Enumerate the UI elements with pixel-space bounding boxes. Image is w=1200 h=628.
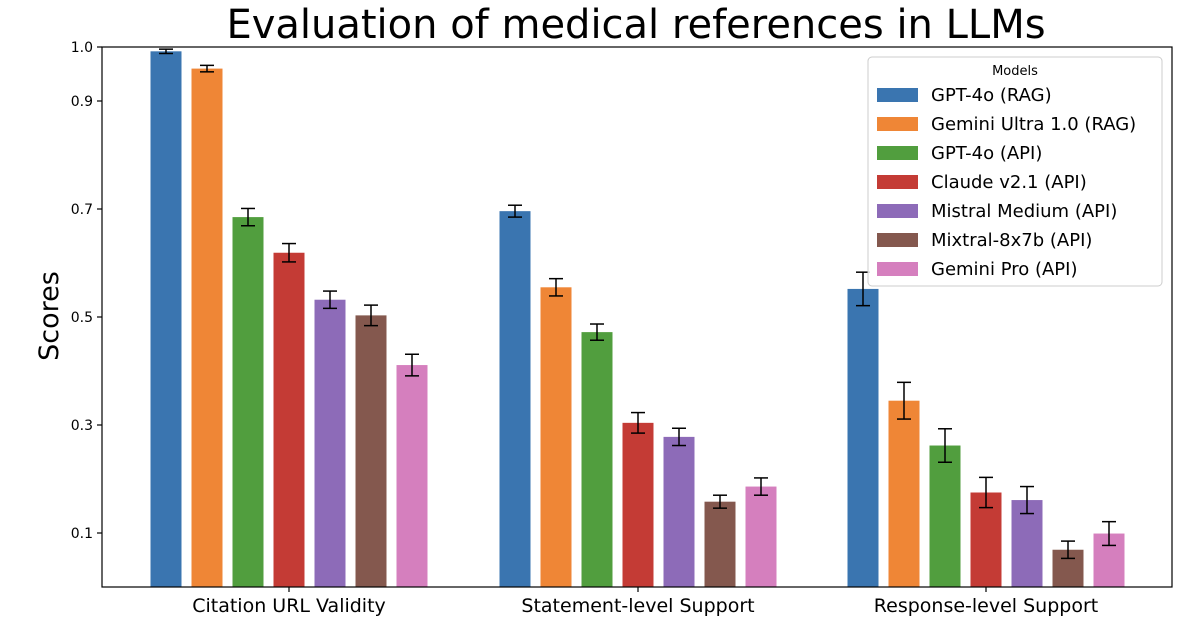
legend-swatch bbox=[877, 117, 918, 131]
legend-label: GPT-4o (RAG) bbox=[931, 85, 1052, 106]
series-2 bbox=[191, 64, 920, 588]
legend-swatch bbox=[877, 146, 918, 160]
bar bbox=[273, 252, 305, 588]
bar bbox=[663, 436, 695, 587]
bar bbox=[191, 68, 223, 588]
series-7 bbox=[396, 353, 1125, 587]
legend-label: Claude v2.1 (API) bbox=[931, 172, 1087, 193]
bar bbox=[355, 315, 387, 587]
legend-item: Claude v2.1 (API) bbox=[877, 172, 1087, 193]
bar bbox=[232, 217, 264, 587]
legend-swatch bbox=[877, 233, 918, 247]
legend-item: GPT-4o (RAG) bbox=[877, 85, 1052, 106]
legend-label: Gemini Pro (API) bbox=[931, 259, 1078, 280]
y-tick-label: 0.9 bbox=[71, 94, 93, 110]
chart-title: Evaluation of medical references in LLMs bbox=[226, 2, 1045, 48]
legend-swatch bbox=[877, 204, 918, 218]
x-category-label: Response-level Support bbox=[874, 595, 1098, 617]
y-axis-ticks: 0.1 0.3 0.5 0.7 0.9 1.0 bbox=[71, 40, 102, 542]
bar bbox=[1011, 500, 1043, 587]
bar bbox=[581, 332, 613, 587]
y-tick-label: 0.1 bbox=[71, 526, 93, 542]
legend-box bbox=[867, 56, 1163, 287]
bar bbox=[847, 288, 879, 587]
series-3 bbox=[232, 207, 961, 587]
y-tick-label: 0.5 bbox=[71, 310, 93, 326]
bar bbox=[888, 400, 920, 587]
bar bbox=[314, 299, 346, 587]
bar bbox=[150, 51, 182, 587]
legend-title: Models bbox=[992, 64, 1038, 79]
y-tick-label: 1.0 bbox=[71, 40, 93, 56]
x-category-label: Citation URL Validity bbox=[192, 595, 386, 617]
plot-area: 0.1 0.3 0.5 0.7 0.9 1.0 Citation URL Validity S… bbox=[71, 40, 1173, 617]
y-tick-label: 0.7 bbox=[71, 202, 93, 218]
legend-item: Mistral Medium (API) bbox=[877, 201, 1117, 222]
bar bbox=[499, 211, 531, 587]
bar bbox=[704, 501, 736, 587]
y-tick-label: 0.3 bbox=[71, 418, 93, 434]
series-4 bbox=[273, 242, 1002, 588]
x-category-label: Statement-level Support bbox=[521, 595, 754, 617]
bar bbox=[745, 486, 777, 587]
series-6 bbox=[355, 304, 1084, 587]
series-5 bbox=[314, 290, 1043, 587]
legend-item: Gemini Ultra 1.0 (RAG) bbox=[877, 114, 1136, 135]
legend-item: Gemini Pro (API) bbox=[877, 259, 1078, 280]
legend-label: Gemini Ultra 1.0 (RAG) bbox=[931, 114, 1136, 135]
legend-label: GPT-4o (API) bbox=[931, 143, 1042, 164]
legend-swatch bbox=[877, 88, 918, 102]
bar bbox=[929, 445, 961, 587]
y-axis-label: Scores bbox=[34, 271, 65, 361]
bar bbox=[622, 422, 654, 587]
bar bbox=[396, 365, 428, 587]
series-1 bbox=[150, 48, 879, 587]
legend: Models GPT-4o (RAG) Gemini Ultra 1.0 (RAG)… bbox=[867, 56, 1163, 287]
legend-item: GPT-4o (API) bbox=[877, 143, 1042, 164]
legend-swatch bbox=[877, 175, 918, 189]
bar bbox=[540, 287, 572, 587]
legend-item: Mixtral-8x7b (API) bbox=[877, 230, 1092, 251]
legend-label: Mistral Medium (API) bbox=[931, 201, 1117, 222]
x-axis-ticks: Citation URL Validity Statement-level Sup… bbox=[192, 587, 1098, 617]
legend-swatch bbox=[877, 262, 918, 276]
legend-label: Mixtral-8x7b (API) bbox=[931, 230, 1092, 251]
